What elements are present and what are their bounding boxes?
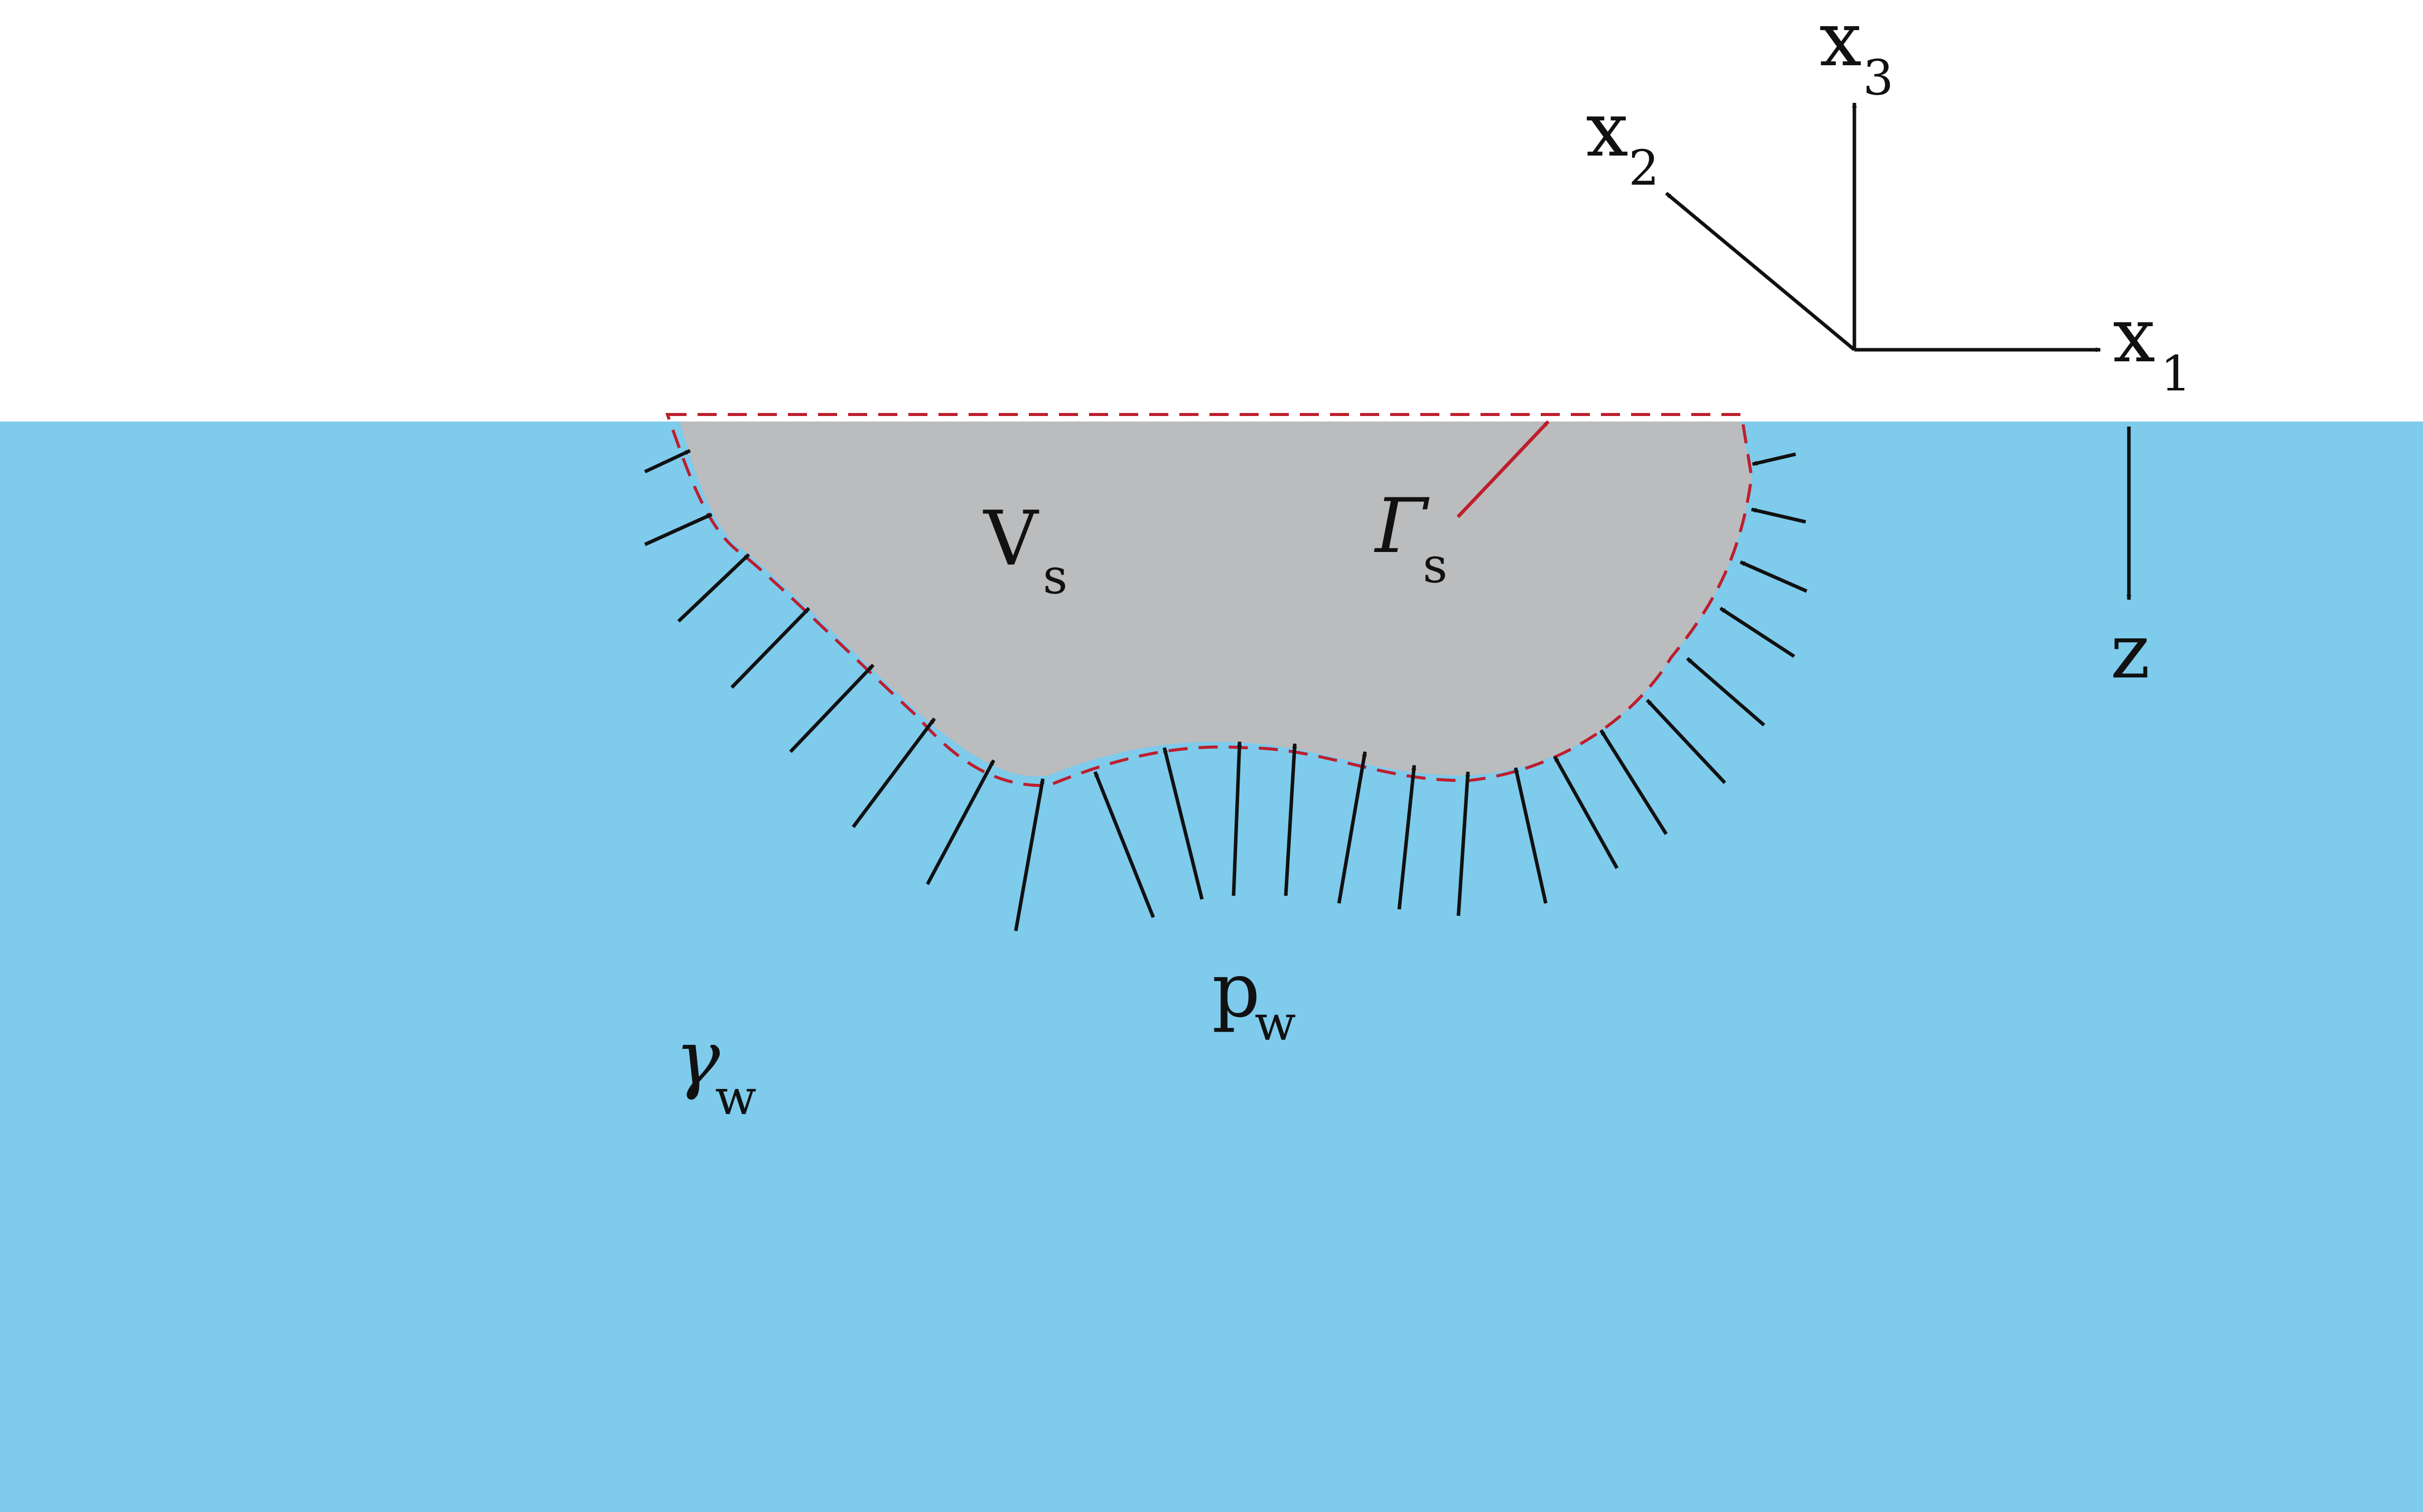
boundary-leader-arrow (1456, 420, 1550, 518)
surface-subscript: s (1423, 537, 1447, 594)
arrow-icon (1456, 771, 1470, 916)
arrow-icon (1232, 741, 1242, 896)
pressure-subscript: w (1255, 995, 1296, 1051)
arrow-icon (1719, 607, 1795, 658)
arrow-icon (852, 717, 936, 829)
x2-subscript: 2 (1629, 140, 1659, 196)
unit-weight-subscript: w (715, 1069, 756, 1126)
arrow-icon (1284, 743, 1297, 896)
x1-label: x (2113, 292, 2156, 379)
pressure-arrows (644, 449, 1808, 931)
arrow-icon (730, 607, 811, 689)
z-label: z (2110, 608, 2150, 696)
arrow-icon (1646, 699, 1726, 784)
arrow-icon (677, 553, 750, 623)
arrow-icon (1686, 657, 1766, 727)
arrow-icon (1751, 507, 1806, 524)
arrow-icon (1162, 747, 1204, 900)
coordinate-axes (1665, 102, 2131, 600)
x2-label: x (1586, 86, 1629, 174)
arrow-icon (789, 663, 875, 753)
arrow-icon (1514, 767, 1548, 904)
volume-label: V (983, 495, 1039, 583)
arrow-icon (1752, 452, 1796, 466)
arrow-icon (1337, 751, 1367, 904)
surface-label: Γ (1374, 483, 1430, 570)
arrow-icon (925, 759, 996, 885)
submerged-body (680, 422, 1752, 777)
x3-label: x (1819, 0, 1862, 83)
arrow-icon (1739, 560, 1808, 593)
arrow-icon (1553, 756, 1619, 869)
arrow-icon (1599, 729, 1668, 835)
volume-subscript: s (1043, 548, 1067, 605)
x1-subscript: 1 (2161, 346, 2191, 402)
arrow-icon (644, 512, 713, 546)
unit-weight-label: γ (675, 1015, 720, 1102)
arrow-icon (1014, 778, 1045, 931)
arrow-icon (644, 449, 691, 474)
pressure-label: p (1212, 947, 1260, 1034)
arrow-icon (1397, 765, 1417, 910)
x2-axis-arrowhead-icon (1665, 192, 1856, 351)
arrow-icon (1093, 771, 1155, 918)
x3-subscript: 3 (1863, 50, 1894, 106)
wetted-boundary-dashed (665, 413, 1754, 787)
